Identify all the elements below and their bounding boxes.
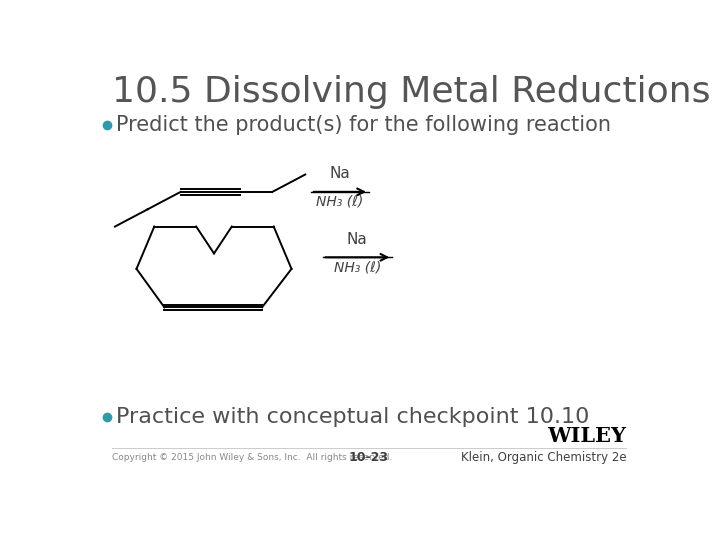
Text: Na: Na (330, 166, 351, 181)
Text: WILEY: WILEY (547, 426, 626, 446)
Text: 10.5 Dissolving Metal Reductions: 10.5 Dissolving Metal Reductions (112, 75, 710, 109)
Text: NH₃ (ℓ): NH₃ (ℓ) (334, 260, 381, 274)
Text: Copyright © 2015 John Wiley & Sons, Inc.  All rights reserved.: Copyright © 2015 John Wiley & Sons, Inc.… (112, 453, 392, 462)
Text: Na: Na (347, 232, 368, 247)
Text: Klein, Organic Chemistry 2e: Klein, Organic Chemistry 2e (461, 451, 626, 464)
Text: Practice with conceptual checkpoint 10.10: Practice with conceptual checkpoint 10.1… (117, 408, 590, 428)
Text: Predict the product(s) for the following reaction: Predict the product(s) for the following… (117, 115, 611, 135)
Text: 10-23: 10-23 (349, 451, 389, 464)
Text: NH₃ (ℓ): NH₃ (ℓ) (316, 195, 364, 209)
